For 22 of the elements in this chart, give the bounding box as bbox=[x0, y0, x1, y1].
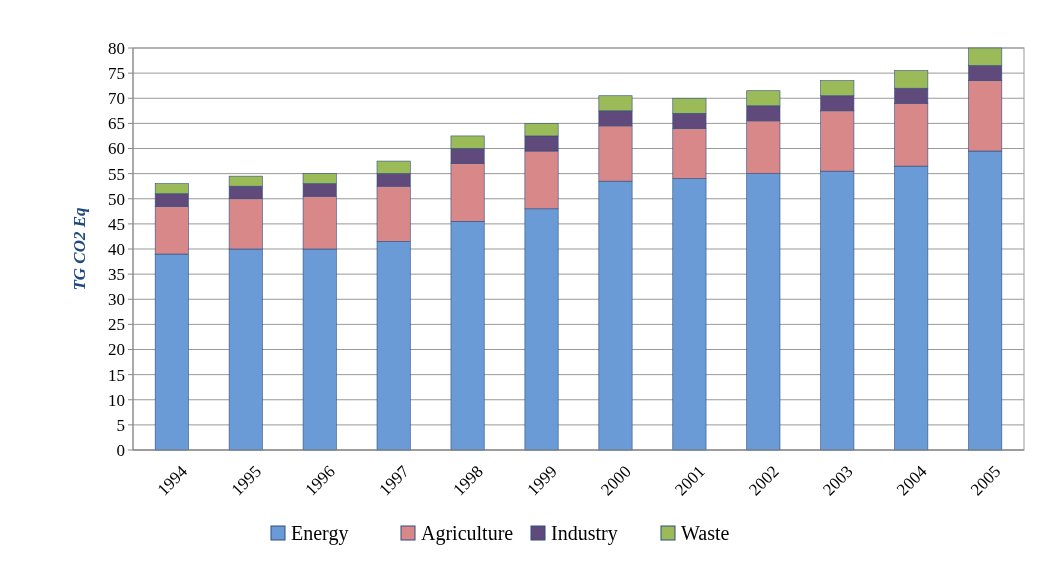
y-tick-label: 65 bbox=[108, 114, 125, 134]
legend-label: Industry bbox=[551, 522, 618, 545]
legend-label: Agriculture bbox=[421, 522, 514, 545]
y-tick-label: 30 bbox=[108, 290, 125, 310]
y-tick-label: 45 bbox=[108, 214, 125, 234]
legend-label: Waste bbox=[681, 522, 730, 544]
y-tick-label: 40 bbox=[108, 239, 125, 259]
y-axis-title: TG CO2 Eq bbox=[70, 206, 89, 291]
legend-label: Energy bbox=[291, 522, 349, 545]
y-tick-label: 60 bbox=[108, 139, 125, 159]
y-tick-label: 70 bbox=[108, 89, 125, 109]
y-tick-label: 25 bbox=[108, 315, 125, 335]
y-tick-label: 10 bbox=[108, 390, 125, 410]
y-tick-label: 5 bbox=[116, 415, 125, 435]
y-tick-label: 15 bbox=[108, 365, 125, 385]
y-tick-label: 0 bbox=[116, 440, 125, 460]
y-tick-label: 35 bbox=[108, 265, 125, 285]
y-tick-label: 55 bbox=[108, 164, 125, 184]
y-tick-label: 50 bbox=[108, 189, 125, 209]
y-tick-label: 80 bbox=[108, 38, 125, 58]
y-tick-label: 20 bbox=[108, 340, 125, 360]
y-tick-label: 75 bbox=[108, 64, 125, 84]
